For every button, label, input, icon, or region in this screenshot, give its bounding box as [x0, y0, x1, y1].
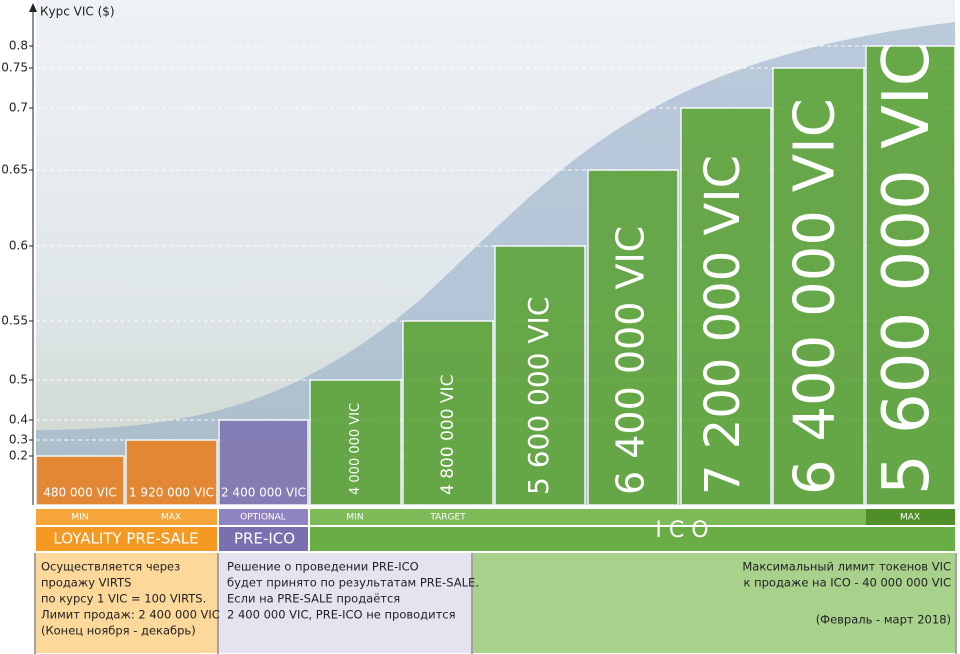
desc-box — [36, 553, 217, 653]
desc-line: (Февраль - март 2018) — [816, 613, 951, 627]
band — [36, 509, 217, 525]
desc-line: по курсу 1 VIC = 100 VIRTS. — [41, 592, 206, 606]
bar-label: 5 600 000 VIC — [522, 297, 555, 495]
band — [36, 527, 217, 551]
desc-line: к продаже на ICO - 40 000 000 VIC — [744, 576, 952, 590]
band — [866, 509, 955, 525]
desc-line: будет принято по результатам PRE-SALE. — [227, 576, 479, 590]
y-tick-label: 0.7 — [9, 101, 28, 115]
y-tick-label: 0.8 — [9, 39, 28, 53]
desc-box — [473, 553, 955, 653]
y-tick-label: 0.6 — [9, 239, 28, 253]
y-tick-label: 0.4 — [9, 413, 28, 427]
desc-line: продажу VIRTS — [41, 576, 131, 590]
y-axis-label: Курс VIC ($) — [40, 5, 115, 19]
desc-line: Если на PRE-SALE продаётся — [227, 592, 400, 606]
stage-label: OPTIONAL — [240, 513, 286, 523]
bar — [35, 455, 125, 506]
stage-label: MAX — [161, 513, 181, 523]
desc-line: Решение о проведении PRE-ICO — [227, 560, 419, 574]
desc-line: 2 400 000 VIC, PRE-ICO не проводится — [227, 608, 456, 622]
bar-label: 5 600 000 VIC — [870, 42, 944, 495]
bar — [680, 107, 772, 506]
bar — [218, 419, 309, 506]
stage-label: MIN — [346, 513, 363, 523]
y-tick-label: 0.65 — [1, 163, 28, 177]
bar-label: 7 200 000 VIC — [695, 155, 751, 495]
bar — [587, 169, 679, 506]
stage-label: TARGET — [429, 513, 466, 523]
y-tick-label: 0.5 — [9, 373, 28, 387]
separator — [36, 507, 955, 508]
y-tick-label: 0.2 — [9, 449, 28, 463]
band — [310, 509, 955, 525]
band — [310, 527, 955, 551]
bar-label: 4 800 000 VIC — [438, 375, 458, 495]
desc-line: Осуществляется через — [41, 560, 180, 574]
y-axis-arrow — [29, 3, 37, 12]
bar — [865, 45, 956, 506]
bar — [309, 379, 402, 506]
stage-label: MAX — [900, 513, 920, 523]
phase-title: I C O — [655, 518, 708, 543]
y-tick-label: 0.3 — [9, 433, 28, 447]
bar — [125, 439, 218, 506]
phase-title: LOYALITY PRE-SALE — [53, 530, 198, 548]
desc-line: Максимальный лимит токенов VIC — [742, 560, 951, 574]
band — [219, 509, 308, 525]
bar — [402, 320, 494, 506]
bar-label: 6 400 000 VIC — [609, 226, 653, 495]
desc-box — [219, 553, 471, 653]
bar-label: 480 000 VIC — [43, 486, 117, 500]
y-tick-label: 0.75 — [1, 61, 28, 75]
stage-label: MIN — [71, 513, 88, 523]
band — [219, 527, 308, 551]
desc-line: (Конец ноября - декабрь) — [41, 624, 196, 638]
bar-label: 1 920 000 VIC — [129, 486, 214, 500]
phase-title: PRE-ICO — [234, 530, 295, 548]
bar-label: 2 400 000 VIC — [221, 486, 306, 500]
desc-line: Лимит продаж: 2 400 000 VIC — [41, 608, 220, 622]
bar — [772, 67, 865, 506]
y-tick-label: 0.55 — [1, 314, 28, 328]
bar-label: 6 400 000 VIC — [783, 98, 848, 495]
bar-label: 4 000 000 VIC — [348, 403, 363, 495]
bar — [494, 245, 586, 506]
